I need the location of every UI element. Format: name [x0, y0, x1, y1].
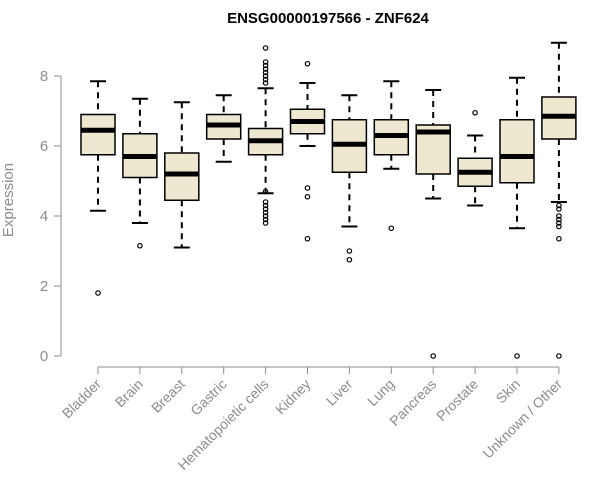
- x-tick-label: Breast: [148, 376, 188, 416]
- y-tick-label: 6: [40, 138, 48, 155]
- outlier-point: [95, 290, 101, 296]
- box-group: [415, 89, 451, 359]
- box-group: [205, 94, 242, 163]
- box-group: [247, 45, 284, 226]
- outlier-point: [262, 66, 269, 72]
- outlier-point: [304, 60, 311, 67]
- outlier-point: [262, 76, 269, 83]
- x-tick-label: Unknown / Other: [479, 376, 565, 462]
- x-tick-label: Lung: [364, 376, 397, 409]
- outlier-point: [346, 248, 353, 254]
- y-tick-label: 4: [40, 208, 48, 225]
- outlier-point: [346, 256, 353, 263]
- y-axis-label: Expression: [0, 163, 17, 237]
- x-tick-label: Pancreas: [386, 376, 439, 429]
- y-tick-label: 8: [40, 68, 48, 85]
- outlier-point: [262, 216, 269, 223]
- outlier-point: [262, 202, 269, 209]
- outlier-point: [472, 109, 478, 116]
- outlier-point: [262, 220, 269, 226]
- box-group: [164, 101, 200, 249]
- boxes-layer: [80, 41, 577, 359]
- box-group: [373, 80, 410, 232]
- outlier-point: [262, 80, 269, 86]
- y-axis: 0 2 4 6 8: [40, 68, 62, 365]
- box-group: [541, 41, 577, 359]
- x-tick-label: Kidney: [272, 376, 314, 418]
- outlier-point: [556, 202, 562, 209]
- outlier-point: [556, 213, 562, 219]
- outlier-point: [262, 59, 269, 65]
- outlier-point: [430, 353, 437, 359]
- chart-title: ENSG00000197566 - ZNF624: [227, 10, 429, 27]
- outlier-point: [262, 62, 269, 69]
- box-group: [331, 94, 368, 263]
- outlier-point: [262, 199, 269, 205]
- outlier-point: [262, 206, 269, 212]
- outlier-point: [262, 213, 269, 219]
- outlier-point: [304, 193, 311, 200]
- box-iqr: [80, 113, 116, 156]
- outlier-point: [304, 235, 311, 242]
- outlier-point: [556, 353, 562, 359]
- outlier-point: [137, 242, 143, 249]
- y-tick-label: 2: [40, 278, 48, 295]
- outlier-point: [556, 216, 562, 223]
- box-group: [289, 60, 326, 242]
- box-group: [457, 109, 493, 207]
- outlier-point: [388, 225, 395, 232]
- x-tick-label: Bladder: [59, 376, 105, 422]
- outlier-point: [262, 209, 269, 216]
- x-tick-label: Skin: [493, 376, 524, 407]
- box-group: [122, 97, 158, 249]
- outlier-point: [262, 69, 269, 76]
- box-iqr: [164, 152, 200, 201]
- box-group: [499, 76, 535, 359]
- outlier-point: [556, 220, 562, 226]
- x-tick-label: Brain: [112, 376, 146, 410]
- outlier-point: [262, 45, 269, 51]
- y-tick-label: 0: [40, 348, 48, 365]
- outlier-point: [262, 188, 269, 195]
- x-tick-label: Prostate: [433, 376, 481, 424]
- outlier-point: [556, 235, 562, 242]
- outlier-point: [304, 185, 311, 191]
- x-tick-label: Liver: [323, 376, 356, 409]
- outlier-point: [556, 223, 562, 230]
- outlier-point: [262, 73, 269, 79]
- box-iqr: [499, 119, 535, 184]
- box-group: [80, 80, 116, 296]
- outlier-point: [514, 353, 520, 359]
- outlier-point: [556, 206, 562, 212]
